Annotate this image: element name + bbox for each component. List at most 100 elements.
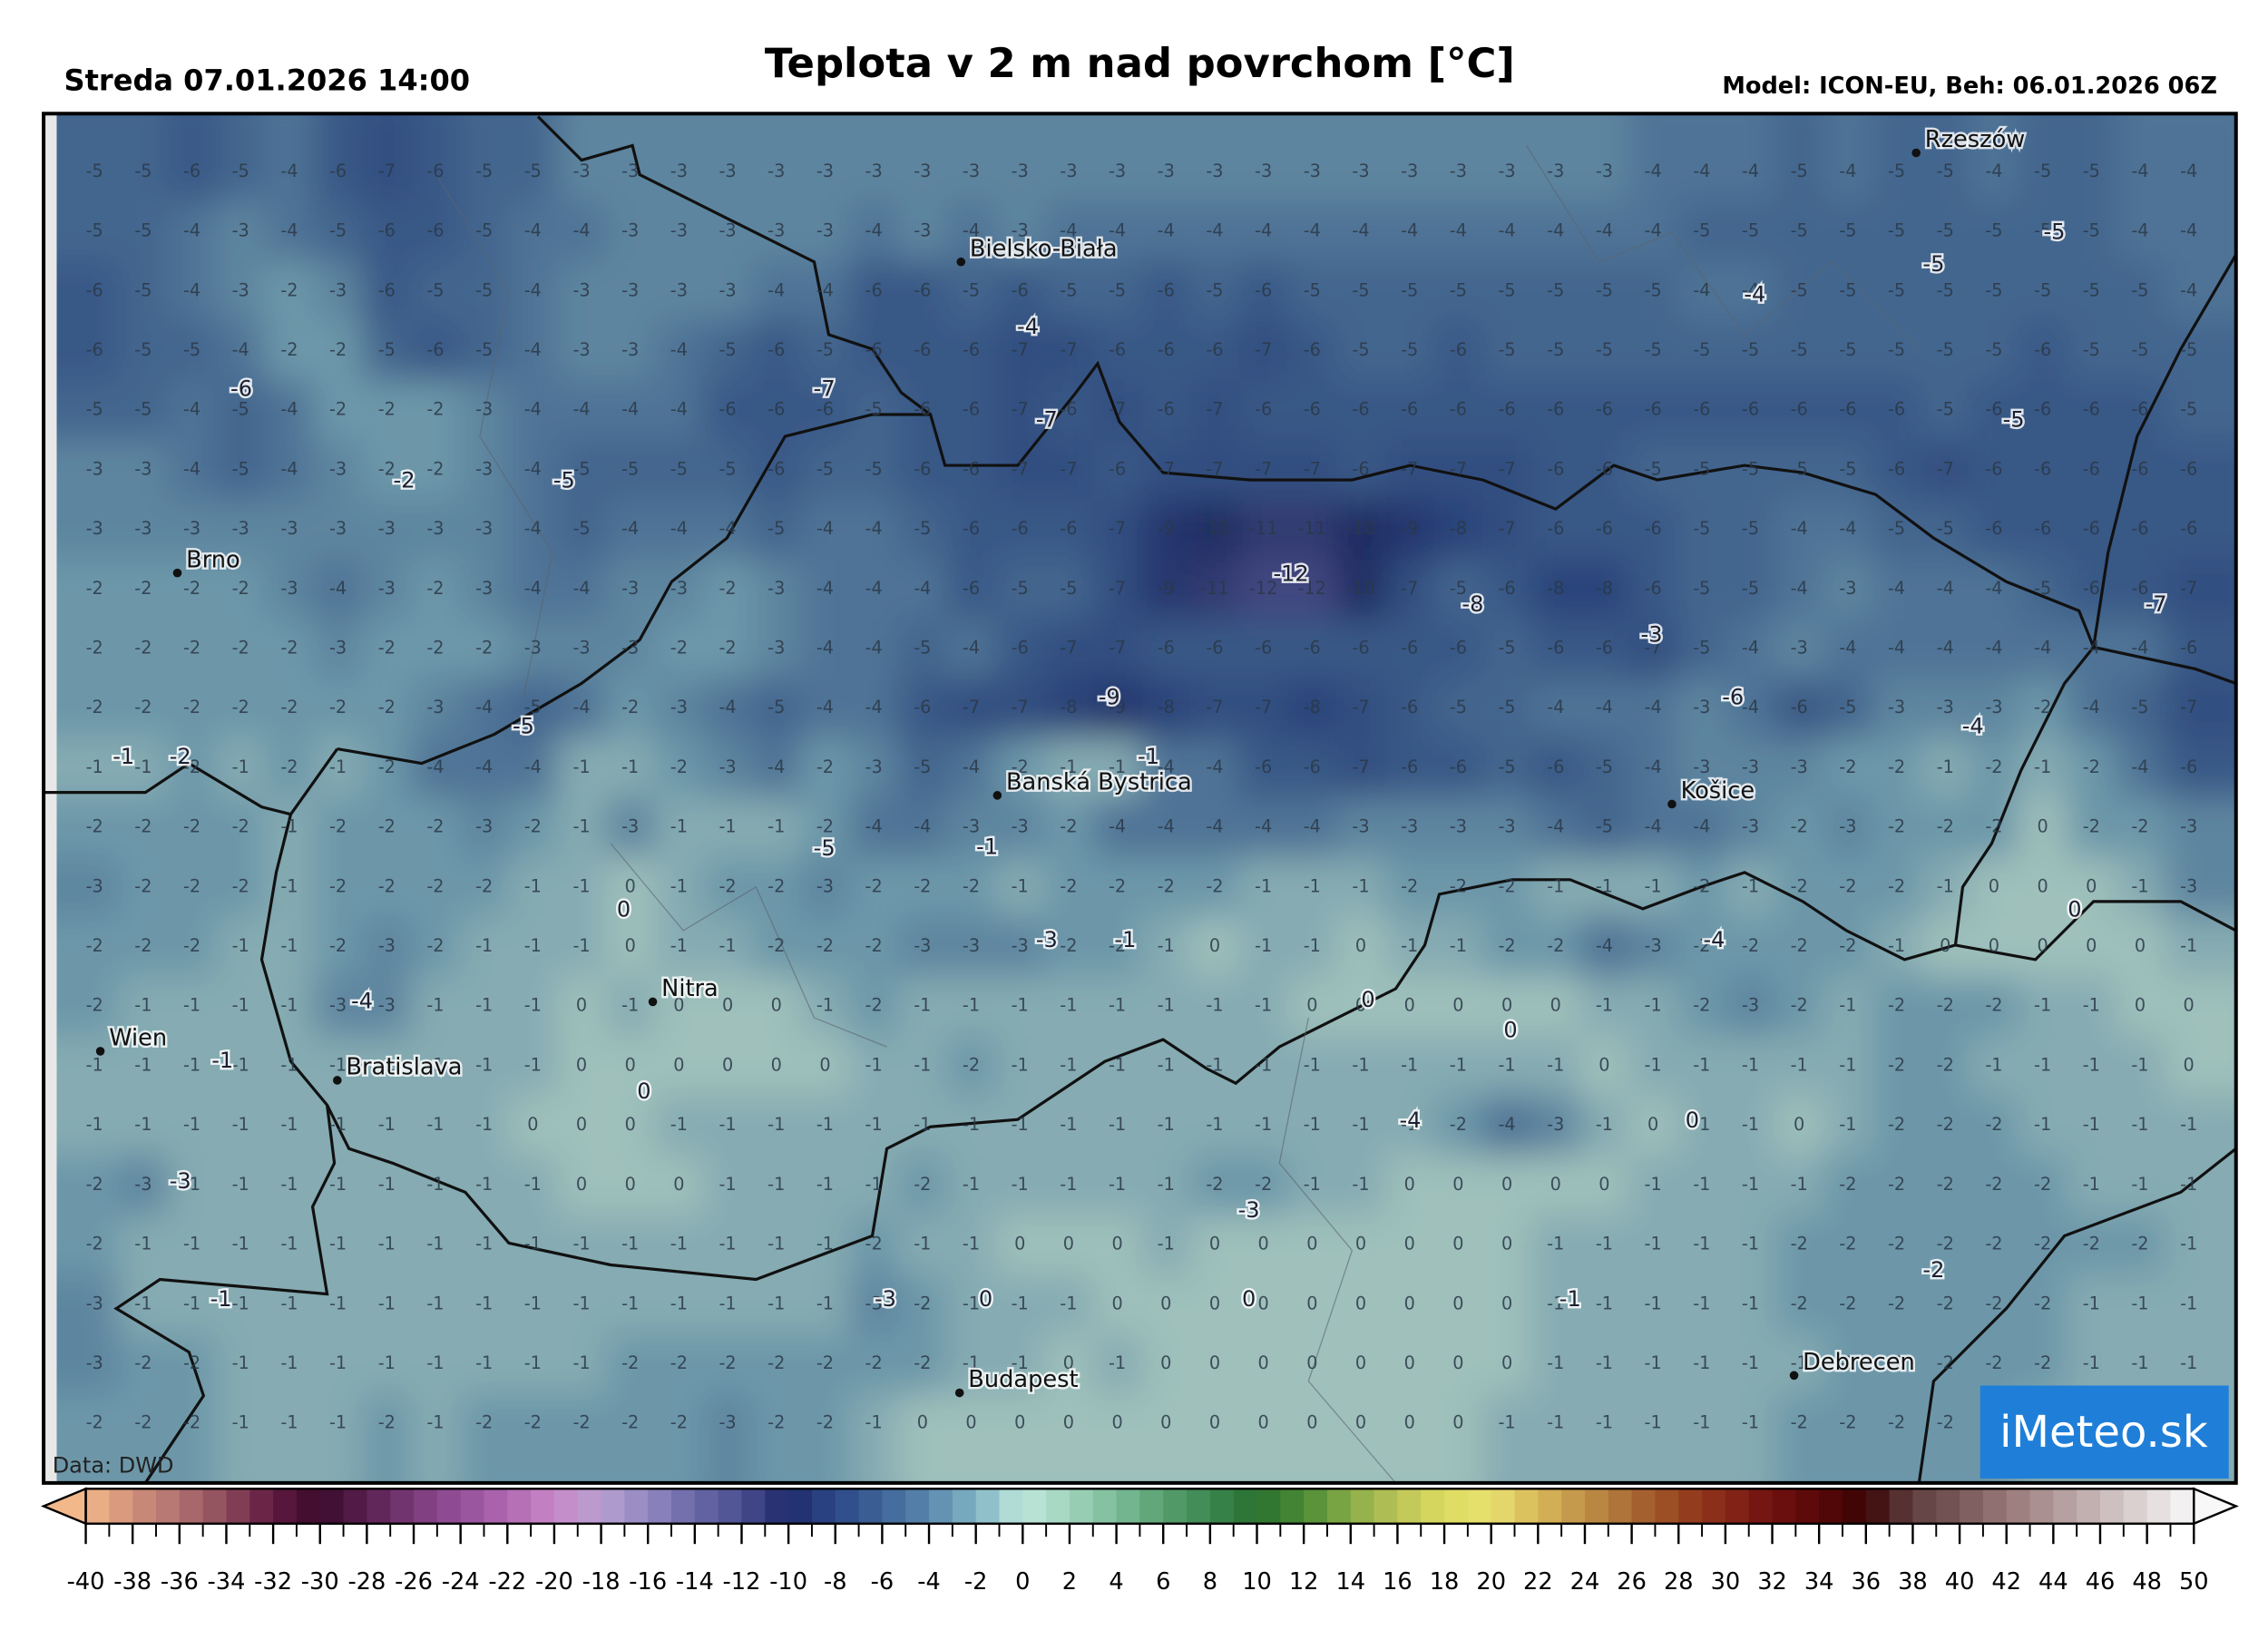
grid-value: -6 [914,339,931,360]
temperature-cell [1628,499,1678,561]
grid-value: -3 [1498,161,1515,181]
grid-value: -4 [963,638,980,659]
grid-value: 0 [1940,935,1950,956]
grid-value: -4 [1791,518,1808,539]
colorbar-segment [765,1488,789,1524]
grid-value: -1 [524,935,542,956]
grid-value: -1 [1158,1174,1175,1195]
temperature-cell [897,201,948,262]
grid-value: -1 [719,1114,736,1135]
grid-value: -5 [1498,697,1515,717]
grid-value: -2 [2034,1352,2051,1373]
grid-value: -7 [1060,638,1077,659]
temperature-cell [411,678,461,739]
grid-value: -6 [963,458,980,479]
grid-value: -4 [1547,220,1564,241]
temperature-cell [2067,201,2116,262]
colorbar-segment [1842,1488,1867,1524]
grid-value: -1 [378,1174,396,1195]
grid-value: -1 [1304,875,1321,896]
grid-value: -1 [280,816,298,837]
grid-value: -2 [378,697,396,717]
temperature-cell [1970,201,2019,262]
grid-value: -1 [1596,1293,1613,1313]
temperature-cell [1725,559,1776,620]
grid-value: -6 [2180,638,2197,659]
grid-value: -6 [329,161,347,181]
grid-value: -3 [1596,161,1613,181]
grid-value: -6 [2034,399,2051,420]
grid-value: -5 [2131,279,2148,300]
grid-value: -6 [1645,399,1662,420]
temperature-cell [751,678,802,739]
grid-value: -2 [329,339,347,360]
grid-value: -5 [621,458,639,479]
grid-value: -1 [621,1234,639,1254]
grid-value: 0 [2184,1054,2195,1075]
grid-value: 0 [1989,875,1999,896]
temperature-cell [1287,499,1337,561]
temperature-cell [1141,440,1191,501]
colorbar-segment [156,1488,181,1524]
grid-value: -2 [1791,995,1808,1016]
temperature-cell [1141,201,1191,262]
grid-value: -5 [1352,279,1369,300]
grid-value: -5 [1596,756,1613,777]
grid-value: -4 [2180,161,2197,181]
temperature-cell [362,320,412,382]
grid-value: -3 [816,220,834,241]
temperature-cell [265,113,315,203]
temperature-cell [605,678,656,739]
grid-value: -4 [670,399,688,420]
contour-label: -1 [1114,927,1136,952]
grid-value: -4 [1596,697,1613,717]
grid-value: -6 [1450,638,1467,659]
temperature-cell [508,320,558,382]
colorbar-segment [202,1488,228,1524]
grid-value: -6 [1206,638,1223,659]
grid-value: -2 [426,638,444,659]
grid-value: -4 [475,697,493,717]
grid-value: -4 [816,638,834,659]
temperature-cell [557,113,607,203]
grid-value: -1 [572,1234,590,1254]
grid-value: 0 [576,995,587,1016]
temperature-cell [265,559,315,620]
temperature-cell [1823,380,1873,441]
temperature-cell [2018,320,2068,382]
logo[interactable]: iMeteo.sk [1999,1407,2208,1458]
grid-value: -3 [378,935,396,956]
colorbar-segment [1116,1488,1141,1524]
temperature-cell [508,678,558,739]
grid-value: -6 [2180,458,2197,479]
contour-label: -7 [814,376,836,402]
grid-value: -6 [2131,399,2148,420]
grid-value: -5 [2034,578,2051,599]
grid-value: 0 [1355,1412,1366,1433]
temperature-cell [1238,559,1289,620]
grid-value: -4 [572,578,590,599]
grid-value: -3 [86,1352,103,1373]
colorbar-segment [811,1488,836,1524]
grid-value: -4 [1206,816,1223,837]
temperature-cell [1970,320,2019,382]
city-dot [332,1076,342,1085]
grid-value: -1 [378,1293,396,1313]
grid-value: -5 [134,161,152,181]
temperature-cell [557,499,607,561]
grid-value: -1 [183,1234,200,1254]
grid-value: -1 [1596,1234,1613,1254]
grid-value: -2 [1985,1293,2002,1313]
grid-value: -6 [2034,518,2051,539]
grid-value: -3 [914,220,931,241]
grid-value: -4 [426,756,444,777]
grid-value: -6 [914,279,931,300]
temperature-cell [1628,678,1678,739]
grid-value: -2 [1450,1114,1467,1135]
temperature-cell [2018,440,2068,501]
city-label: Bielsko-Biała [970,235,1118,262]
temperature-cell [1823,559,1873,620]
temperature-cell [508,380,558,441]
grid-value: -5 [1937,279,1954,300]
grid-value: -5 [1791,161,1808,181]
